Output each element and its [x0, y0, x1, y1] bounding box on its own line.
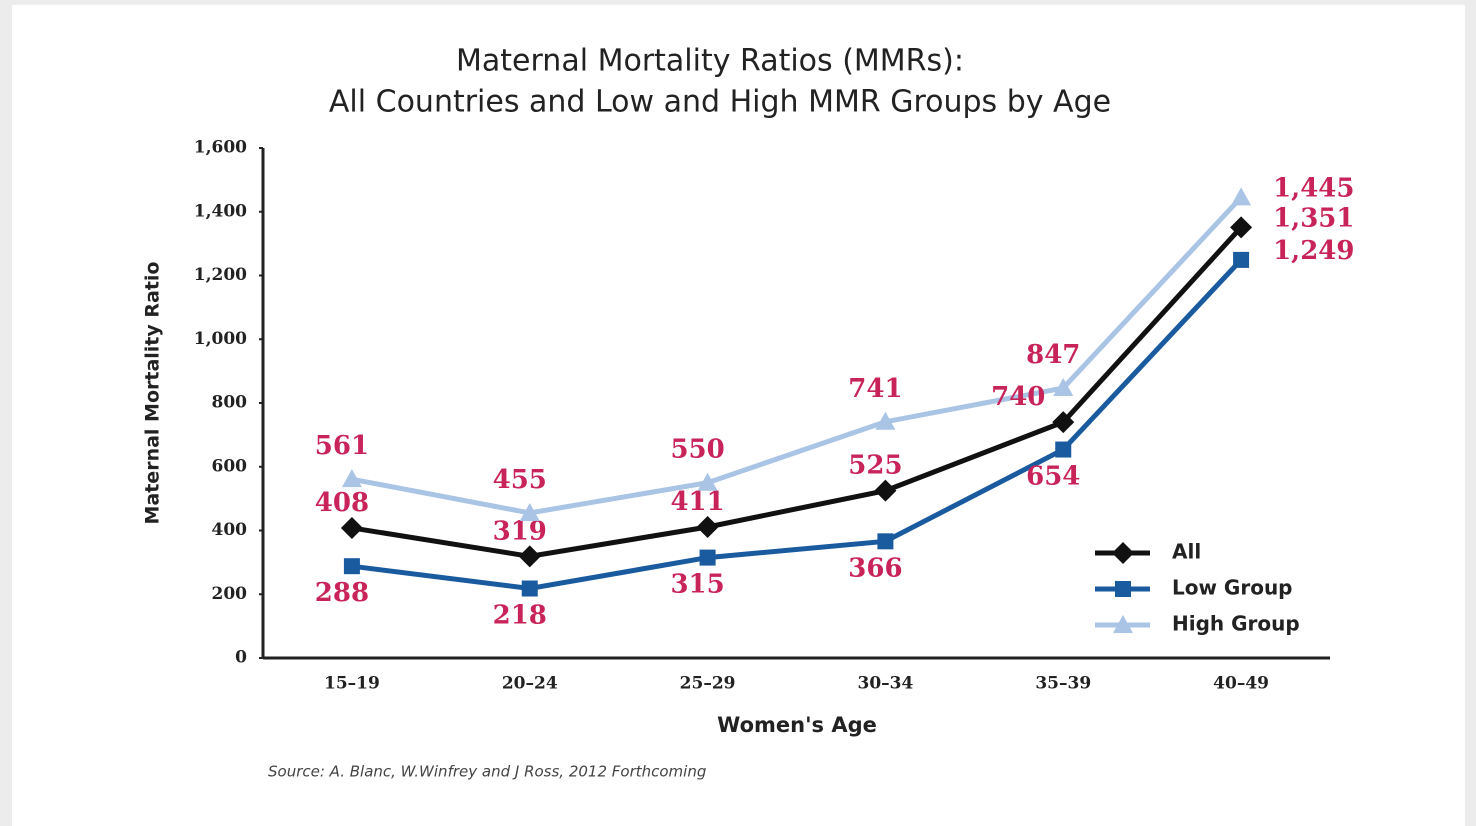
- data-label: 740: [991, 382, 1045, 412]
- data-label: 366: [848, 553, 902, 583]
- x-tick-label: 30–34: [858, 674, 914, 694]
- data-label: 408: [315, 488, 369, 518]
- data-point: [341, 469, 362, 488]
- y-tick-label: 0: [235, 648, 247, 668]
- legend-marker: [1112, 542, 1134, 564]
- data-label: 525: [848, 451, 902, 481]
- y-tick-label: 1,600: [194, 138, 247, 158]
- data-label: 654: [1026, 462, 1080, 492]
- y-tick-label: 600: [212, 456, 248, 476]
- data-point: [875, 411, 896, 430]
- x-tick-label: 40–49: [1213, 674, 1269, 694]
- data-label: 1,351: [1273, 203, 1354, 233]
- data-label: 561: [315, 431, 369, 461]
- data-point: [1053, 378, 1074, 397]
- data-point: [1233, 251, 1250, 268]
- series-line: [351, 258, 1243, 592]
- y-tick-label: 1,200: [194, 265, 247, 285]
- legend-label: All: [1172, 540, 1201, 564]
- data-label: 411: [670, 487, 724, 517]
- series-line: [351, 195, 1243, 516]
- data-label: 288: [315, 578, 369, 608]
- series-line: [351, 225, 1243, 559]
- background: [12, 5, 1465, 826]
- data-point: [697, 472, 718, 491]
- data-point: [1052, 411, 1075, 434]
- x-tick-label: 25–29: [680, 674, 736, 694]
- y-tick-label: 400: [212, 520, 248, 540]
- legend-label: Low Group: [1172, 576, 1293, 600]
- data-point: [1231, 187, 1252, 206]
- data-label: 847: [1026, 340, 1080, 370]
- data-point: [340, 516, 363, 539]
- data-point: [519, 502, 540, 521]
- data-point: [699, 549, 716, 566]
- data-label: 315: [670, 570, 724, 600]
- y-axis-label: Maternal Mortality Ratio: [142, 262, 164, 525]
- legend-marker: [1113, 615, 1133, 633]
- data-label: 455: [493, 465, 547, 495]
- x-tick-label: 35–39: [1035, 674, 1091, 694]
- data-label: 319: [493, 516, 547, 546]
- data-point: [696, 515, 719, 538]
- chart-subtitle: All Countries and Low and High MMR Group…: [329, 85, 1111, 120]
- data-label: 1,249: [1273, 236, 1354, 266]
- y-tick-label: 200: [212, 584, 248, 604]
- data-point: [877, 533, 894, 550]
- data-point: [343, 558, 360, 575]
- data-point: [1230, 216, 1253, 239]
- x-tick-label: 15–19: [324, 674, 380, 694]
- data-label: 218: [493, 601, 547, 631]
- legend-marker: [1115, 581, 1131, 597]
- data-point: [518, 545, 541, 568]
- data-point: [1055, 441, 1072, 458]
- x-tick-label: 20–24: [502, 674, 558, 694]
- x-axis-label: Women's Age: [717, 713, 877, 737]
- y-tick-label: 1,000: [194, 329, 247, 349]
- data-point: [521, 580, 538, 597]
- y-tick-label: 1,400: [194, 201, 247, 221]
- data-label: 1,445: [1273, 173, 1354, 203]
- data-label: 741: [848, 374, 902, 404]
- legend-label: High Group: [1172, 612, 1300, 636]
- data-label: 550: [670, 435, 724, 465]
- data-point: [874, 479, 897, 502]
- source-note: Source: A. Blanc, W.Winfrey and J Ross, …: [268, 763, 706, 781]
- chart-title: Maternal Mortality Ratios (MMRs):: [456, 44, 964, 79]
- y-tick-label: 800: [212, 393, 248, 413]
